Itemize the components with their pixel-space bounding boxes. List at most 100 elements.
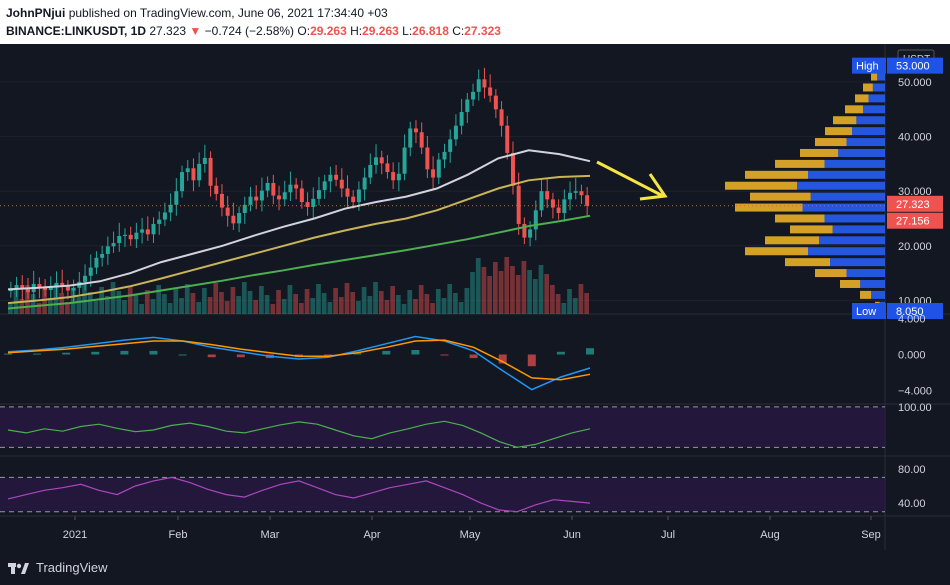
volume-bar <box>458 302 464 314</box>
volume-bar <box>310 298 316 314</box>
volume-bar <box>447 284 453 314</box>
badge-value-bg <box>887 302 943 319</box>
candle-body <box>248 196 253 205</box>
chart-header: JohnPNjui published on TradingView.com, … <box>0 0 950 44</box>
volume-bar <box>441 298 447 314</box>
time-tick-label: Aug <box>760 529 780 541</box>
macd-histogram-bar <box>586 348 594 355</box>
volume-bar <box>224 301 230 314</box>
volume-bar <box>304 289 310 314</box>
candle-body <box>219 193 224 208</box>
volume-bar <box>65 302 70 314</box>
volume-bar <box>521 261 527 314</box>
candle-body <box>122 234 127 236</box>
volume-bar <box>219 292 224 314</box>
macd-histogram-bar <box>91 351 100 355</box>
publish-info: JohnPNjui published on TradingView.com, … <box>6 6 388 20</box>
candle-body <box>499 109 504 126</box>
macd-tick-label: −4.000 <box>898 386 932 398</box>
tradingview-brand: TradingView <box>36 560 108 575</box>
volume-bar <box>213 283 219 314</box>
volume-profile-bar-up <box>785 258 830 267</box>
volume-profile-bar-down <box>810 192 885 201</box>
chart-area[interactable]: 10.00020.00030.00040.00050.000USDTHigh53… <box>0 44 950 550</box>
volume-bar <box>515 275 521 314</box>
volume-bar <box>47 298 53 314</box>
moving-average-line <box>7 149 591 291</box>
macd-histogram-bar <box>353 352 362 355</box>
volume-profile-bar-down <box>877 72 885 81</box>
candle-body <box>334 174 339 180</box>
candle-body <box>351 196 356 203</box>
candle-body <box>556 207 561 214</box>
volume-bar <box>207 297 213 314</box>
author-name[interactable]: JohnPNjui <box>6 6 66 20</box>
rsi-tick-label: 40.00 <box>898 498 926 510</box>
volume-bar <box>504 257 510 314</box>
volume-bar <box>350 292 356 314</box>
candle-body <box>545 191 550 200</box>
volume-bar <box>150 299 156 314</box>
volume-bar <box>116 291 122 314</box>
candle-body <box>145 229 150 235</box>
badge-value-bg <box>887 57 943 74</box>
high-value: 53.000 <box>896 61 930 73</box>
volume-bar <box>25 285 30 314</box>
price-tick-label: 20.000 <box>898 241 932 253</box>
rsi-tick-label: 100.00 <box>898 402 932 414</box>
badge-label-bg <box>852 57 886 74</box>
candle-body <box>522 223 527 238</box>
candle-body <box>356 189 361 203</box>
volume-bar <box>470 272 475 314</box>
candle-body <box>60 282 65 287</box>
volume-profile-bar-up <box>833 116 857 125</box>
volume-bar <box>338 297 344 314</box>
candle-body <box>471 91 476 100</box>
volume-bar <box>30 294 36 314</box>
volume-bar <box>36 303 42 314</box>
candle-body <box>242 204 247 214</box>
candle-body <box>391 172 396 181</box>
time-tick-label: May <box>460 529 481 541</box>
candle-body <box>345 188 350 197</box>
volume-bar <box>167 303 173 314</box>
volume-profile-bar-up <box>750 192 811 201</box>
candle-body <box>568 192 573 200</box>
candle-body <box>493 95 498 110</box>
signal-line <box>7 339 591 381</box>
candle-body <box>528 229 533 238</box>
candle-body <box>88 267 93 276</box>
candle-body <box>425 147 430 170</box>
volume-profile-bar-down <box>846 138 885 147</box>
candle-body <box>111 243 116 247</box>
chart-canvas[interactable]: 10.00020.00030.00040.00050.000USDTHigh53… <box>0 44 950 550</box>
candle-body <box>431 169 436 178</box>
volume-bar <box>287 285 293 314</box>
candle-body <box>311 198 316 208</box>
volume-bar <box>316 284 321 314</box>
volume-bar <box>487 276 492 314</box>
volume-bar <box>184 284 190 314</box>
candle-body <box>419 132 424 148</box>
macd-line <box>7 335 591 391</box>
volume-profile-bar-up <box>855 94 869 103</box>
volume-profile-bar-down <box>846 269 885 278</box>
candle-body <box>168 204 173 213</box>
published-text: published on TradingView.com, June 06, 2… <box>68 6 388 20</box>
volume-profile-bar-up <box>765 236 819 245</box>
symbol-info: BINANCE:LINKUSDT, 1D 27.323 ▼ −0.724 (−2… <box>6 24 501 38</box>
volume-bar <box>259 286 264 314</box>
macd-histogram-bar <box>411 350 420 355</box>
volume-bar <box>567 289 572 314</box>
volume-bar <box>122 300 127 314</box>
volume-bar <box>361 287 367 314</box>
time-tick-label: Jun <box>563 529 581 541</box>
candle-body <box>305 202 310 208</box>
candle-body <box>105 246 110 254</box>
volume-profile-bar-down <box>871 290 885 299</box>
volume-profile-bar-down <box>852 127 885 136</box>
tradingview-logo[interactable]: TradingView <box>8 560 108 575</box>
volume-bar <box>584 293 589 314</box>
moving-average-line <box>7 174 591 305</box>
candle-body <box>162 212 167 220</box>
